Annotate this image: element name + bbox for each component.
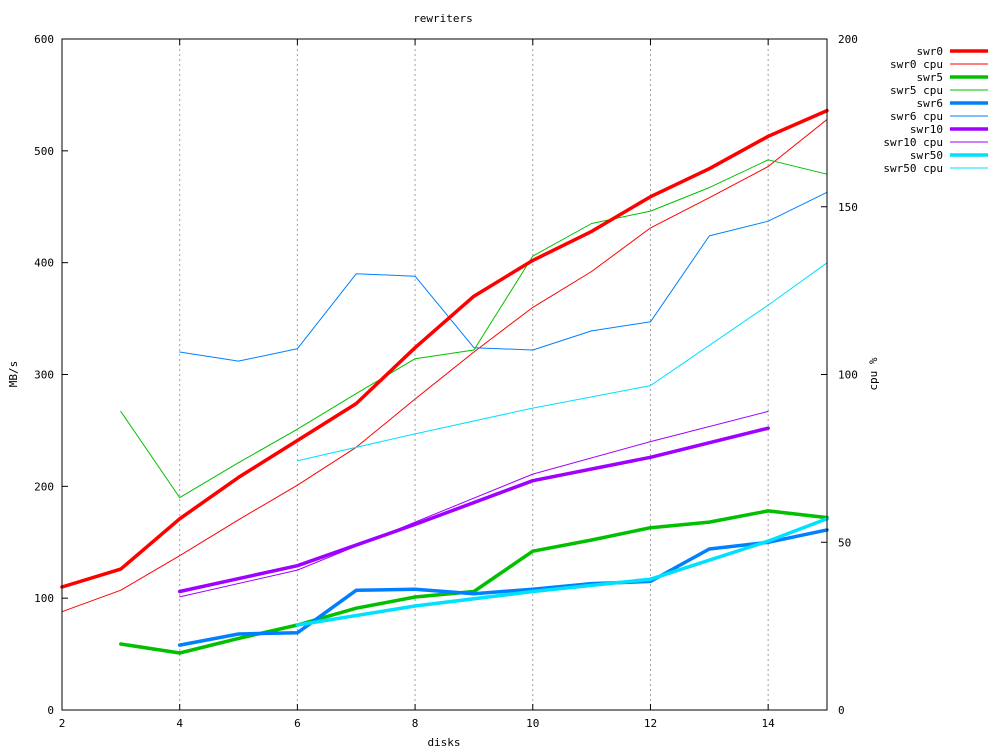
y-tick-label: 200	[34, 480, 54, 493]
y2-tick-label: 0	[838, 704, 845, 717]
x-tick-label: 8	[412, 717, 419, 730]
series-line-swr0-cpu	[61, 119, 828, 613]
legend-label: swr50 cpu	[883, 162, 943, 175]
series-line-swr50	[295, 517, 829, 627]
chart-title: rewriters	[413, 12, 473, 25]
y2-tick-label: 100	[838, 369, 858, 382]
series-line-swr6-cpu	[179, 191, 828, 362]
y-axis-label: MB/s	[7, 361, 20, 388]
y2-tick-label: 150	[838, 201, 858, 214]
grid-lines	[179, 39, 769, 710]
legend-label: swr5	[917, 71, 944, 84]
series-line-swr10-cpu	[179, 410, 769, 598]
legend-label: swr10 cpu	[883, 136, 943, 149]
legend-label: swr0	[917, 45, 944, 58]
y-tick-label: 0	[47, 704, 54, 717]
legend-label: swr6 cpu	[890, 110, 943, 123]
y2-tick-label: 200	[838, 33, 858, 46]
series-layer	[60, 108, 829, 655]
y2-axis-label: cpu %	[867, 357, 880, 390]
series-line-swr50-cpu	[296, 262, 828, 462]
series-line-swr6	[177, 528, 829, 647]
y-tick-label: 300	[34, 369, 54, 382]
legend-label: swr10	[910, 123, 943, 136]
y-tick-label: 100	[34, 592, 54, 605]
y-tick-label: 400	[34, 257, 54, 270]
plot-frame	[61, 38, 828, 711]
series-line-swr0	[60, 108, 829, 589]
legend-label: swr6	[917, 97, 944, 110]
axes: 2 4 6 8 10 12 14 0 100 200 300 400 500 600 0 50 100 150 20…	[34, 33, 858, 730]
y2-tick-label: 50	[838, 536, 851, 549]
series-line-swr5	[119, 509, 829, 655]
x-tick-label: 12	[644, 717, 657, 730]
y-tick-label: 500	[34, 145, 54, 158]
x-tick-label: 2	[59, 717, 66, 730]
legend-label: swr50	[910, 149, 943, 162]
series-line-swr10	[177, 426, 770, 594]
x-tick-label: 14	[762, 717, 776, 730]
series-line-swr5-cpu	[120, 159, 828, 499]
x-tick-label: 10	[526, 717, 539, 730]
x-tick-label: 6	[294, 717, 301, 730]
legend-label: swr0 cpu	[890, 58, 943, 71]
x-tick-label: 4	[176, 717, 183, 730]
x-axis-label: disks	[427, 736, 460, 749]
legend-label: swr5 cpu	[890, 84, 943, 97]
y-tick-label: 600	[34, 33, 54, 46]
